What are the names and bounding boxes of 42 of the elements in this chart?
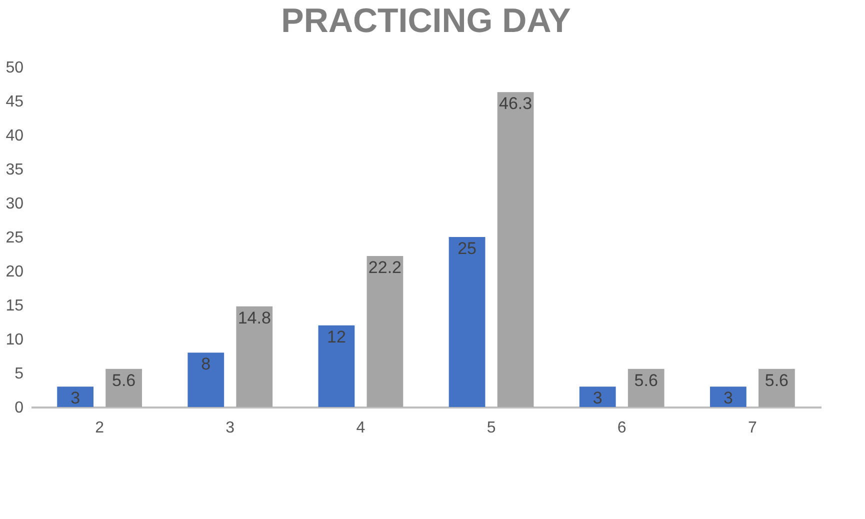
bar [448,237,486,407]
bar [579,386,616,407]
data-label: 25 [458,239,476,258]
x-tick-label: 3 [226,420,235,436]
data-label: 22.2 [368,258,402,278]
y-tick-label: 20 [6,264,24,280]
bar [106,368,142,407]
y-tick-label: 10 [6,332,24,348]
y-tick-label: 45 [6,94,24,110]
data-label: 3 [70,388,80,408]
bar [497,92,534,407]
y-tick-label: 5 [14,366,24,382]
data-label: 3 [592,388,602,408]
x-tick-label: 7 [748,420,757,436]
bar [236,306,273,407]
x-tick-label: 2 [95,420,104,436]
y-tick-label: 25 [6,230,24,246]
y-tick-label: 15 [6,298,24,314]
data-label: 46.3 [498,94,532,114]
bar [188,352,224,407]
x-tick-label: 6 [617,420,626,436]
data-label: 8 [201,354,211,374]
bar [710,386,746,407]
y-tick-label: 35 [6,162,24,178]
data-label: 5.6 [112,370,136,390]
bar [366,256,404,407]
x-tick-label: 4 [356,420,366,436]
y-tick-label: 50 [6,60,24,76]
bar [628,368,664,407]
data-label: 5.6 [634,370,658,390]
y-tick-label: 40 [6,128,24,144]
bar [57,386,94,407]
y-tick-label: 30 [6,196,24,212]
data-label: 5.6 [764,370,789,390]
data-label: 3 [723,388,733,408]
bar [758,368,795,407]
x-tick-label: 5 [486,420,496,436]
data-label: 14.8 [238,308,271,328]
bar [318,325,355,407]
y-tick-label: 0 [14,400,24,416]
chart-title: PRACTICING DAY [281,2,572,40]
data-label: 12 [327,327,346,346]
